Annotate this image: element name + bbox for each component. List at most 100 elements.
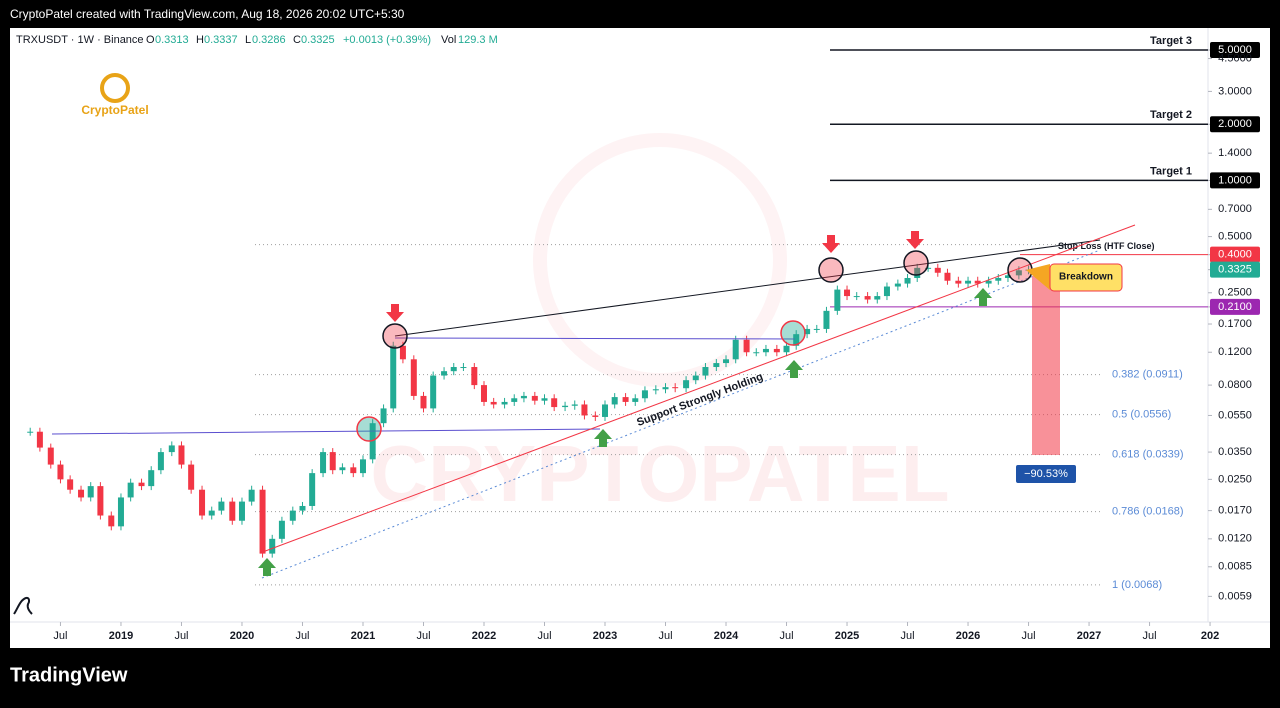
candle	[955, 280, 962, 284]
candle	[622, 397, 629, 402]
candle	[804, 328, 811, 335]
c-value: 0.3325	[301, 34, 335, 46]
candle	[410, 359, 417, 396]
candle	[743, 339, 750, 353]
candle	[531, 395, 538, 401]
candle	[339, 467, 346, 471]
candle	[359, 459, 366, 474]
y-tick-badge	[1210, 298, 1260, 315]
candle	[732, 339, 739, 360]
x-tick-label: Jul	[174, 630, 188, 642]
candle	[199, 489, 206, 516]
candle	[399, 345, 406, 360]
candle	[883, 286, 890, 297]
candle	[864, 296, 871, 300]
candle	[853, 296, 860, 298]
candle	[127, 482, 134, 498]
candle	[834, 289, 841, 311]
candle	[460, 367, 467, 369]
chart-area	[10, 28, 1270, 648]
candle	[762, 348, 769, 353]
candle	[501, 401, 508, 405]
candle	[995, 277, 1002, 281]
candle	[420, 395, 427, 409]
x-tick-label: Jul	[1022, 630, 1036, 642]
h-label: H	[196, 34, 204, 46]
candle	[350, 467, 357, 474]
candle	[480, 385, 487, 402]
candle	[813, 328, 820, 330]
l-value: 0.3286	[252, 34, 286, 46]
target-label: Target 2	[1150, 109, 1192, 121]
up-arrow	[974, 288, 992, 306]
candle	[27, 431, 34, 433]
candle	[894, 283, 901, 287]
candle	[683, 380, 690, 389]
candle	[289, 510, 296, 521]
y-tick-label: 1.0000	[1218, 174, 1252, 186]
breakdown-box	[1049, 263, 1123, 292]
candle	[520, 395, 527, 399]
candle	[652, 389, 659, 391]
candle	[934, 267, 941, 273]
candle	[278, 520, 285, 539]
candle	[471, 367, 478, 386]
y-tick-badge	[1210, 261, 1260, 278]
caption: CryptoPatel created with TradingView.com…	[10, 7, 405, 21]
tv-icon	[13, 596, 33, 615]
y-tick-label: 1.4000	[1218, 147, 1252, 159]
candle	[248, 489, 255, 502]
y-tick-label: 0.0085	[1218, 561, 1252, 573]
y-tick-label: 0.7000	[1218, 203, 1252, 215]
candle	[541, 398, 548, 401]
vol-label: Vol	[441, 34, 456, 46]
candle	[238, 501, 245, 521]
highlight-circle	[780, 320, 806, 346]
y-tick-label: 0.0120	[1218, 533, 1252, 545]
x-tick-label: 2027	[1077, 630, 1101, 642]
candle	[793, 334, 800, 346]
y-tick-label: 0.2100	[1218, 301, 1252, 313]
candle	[138, 482, 145, 487]
candle	[208, 510, 215, 516]
candle	[117, 497, 124, 527]
candle	[299, 505, 306, 511]
x-tick-label: 2025	[835, 630, 859, 642]
candle	[97, 486, 104, 516]
candle	[329, 452, 336, 471]
candle	[320, 452, 327, 474]
candle	[309, 473, 316, 506]
candle	[692, 375, 699, 381]
y-tick-label: 0.0250	[1218, 473, 1252, 485]
y-tick-badge	[1210, 42, 1260, 59]
candle	[672, 387, 679, 389]
x-tick-label: Jul	[53, 630, 67, 642]
fib-label: 1 (0.0068)	[1112, 579, 1162, 591]
candle	[269, 538, 276, 554]
legend: TRXUSDT · 1W · Binance O 0.3313 H 0.3337…	[16, 34, 498, 46]
y-tick-label: 0.0800	[1218, 379, 1252, 391]
x-tick-label: 2019	[109, 630, 133, 642]
y-tick-label: 2.0000	[1218, 118, 1252, 130]
candle	[47, 447, 54, 465]
x-tick-label: 2023	[593, 630, 617, 642]
candle	[259, 489, 266, 554]
x-tick-label: Jul	[779, 630, 793, 642]
down-arrow	[906, 231, 924, 249]
candle	[441, 371, 448, 376]
change: +0.0013 (+0.39%)	[343, 34, 431, 46]
up-arrows	[258, 288, 992, 576]
x-tick-label: 2026	[956, 630, 980, 642]
down-arrows	[386, 231, 924, 322]
support-trendline	[259, 224, 1136, 554]
h-value: 0.3337	[204, 34, 238, 46]
x-tick-label: Jul	[295, 630, 309, 642]
candle	[641, 390, 648, 399]
x-tick-label: 2020	[230, 630, 254, 642]
down-arrow	[386, 304, 404, 322]
fib-label: 0.5 (0.0556)	[1112, 408, 1171, 420]
logo-icon	[100, 73, 130, 103]
footer-brand: TradingView	[10, 664, 128, 686]
callout-pointer	[1026, 264, 1050, 290]
y-tick-label: 0.0550	[1218, 409, 1252, 421]
